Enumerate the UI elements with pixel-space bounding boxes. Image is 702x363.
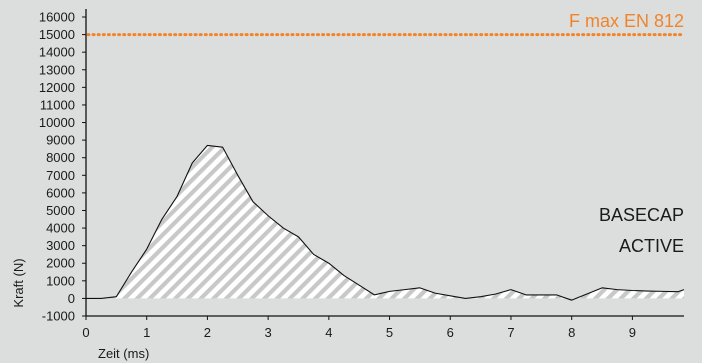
- y-tick-label: 0: [68, 291, 75, 306]
- y-tick-label: 10000: [39, 115, 75, 130]
- annotation-basecap: BASECAP: [599, 205, 684, 225]
- y-tick-label: 11000: [40, 97, 75, 112]
- y-tick-label: 2000: [46, 256, 75, 271]
- y-tick-label: 9000: [46, 133, 75, 148]
- y-tick-label: 1000: [46, 273, 75, 288]
- force-line: [86, 144, 685, 301]
- y-tick-label: 12000: [39, 80, 75, 95]
- y-axis-label: Kraft (N): [11, 258, 26, 307]
- x-tick-label: 0: [82, 325, 89, 340]
- y-tick-label: 5000: [46, 203, 75, 218]
- x-tick-label: 5: [386, 325, 393, 340]
- x-tick-label: 2: [204, 325, 211, 340]
- y-tick-label: 4000: [46, 221, 75, 236]
- annotation-active: ACTIVE: [619, 236, 684, 256]
- y-tick-label: 7000: [46, 168, 75, 183]
- y-tick-label: 13000: [39, 62, 75, 77]
- x-tick-label: 6: [447, 325, 454, 340]
- y-tick-label: 14000: [39, 45, 75, 60]
- y-tick-label: 3000: [46, 238, 75, 253]
- y-tick-label: 16000: [39, 10, 75, 25]
- x-tick-label: 3: [265, 325, 272, 340]
- x-tick-label: 8: [568, 325, 575, 340]
- y-tick-label: 8000: [46, 150, 75, 165]
- x-tick-label: 4: [325, 325, 332, 340]
- x-tick-label: 7: [507, 325, 514, 340]
- y-tick-label: -1000: [42, 309, 75, 324]
- y-tick-label: 15000: [39, 27, 75, 42]
- y-tick-label: 6000: [46, 185, 75, 200]
- force-area-fill: [86, 145, 684, 301]
- fmax-label: F max EN 812: [569, 11, 684, 31]
- x-tick-label: 9: [629, 325, 636, 340]
- x-axis-label: Zeit (ms): [98, 346, 149, 361]
- x-tick-label: 1: [143, 325, 150, 340]
